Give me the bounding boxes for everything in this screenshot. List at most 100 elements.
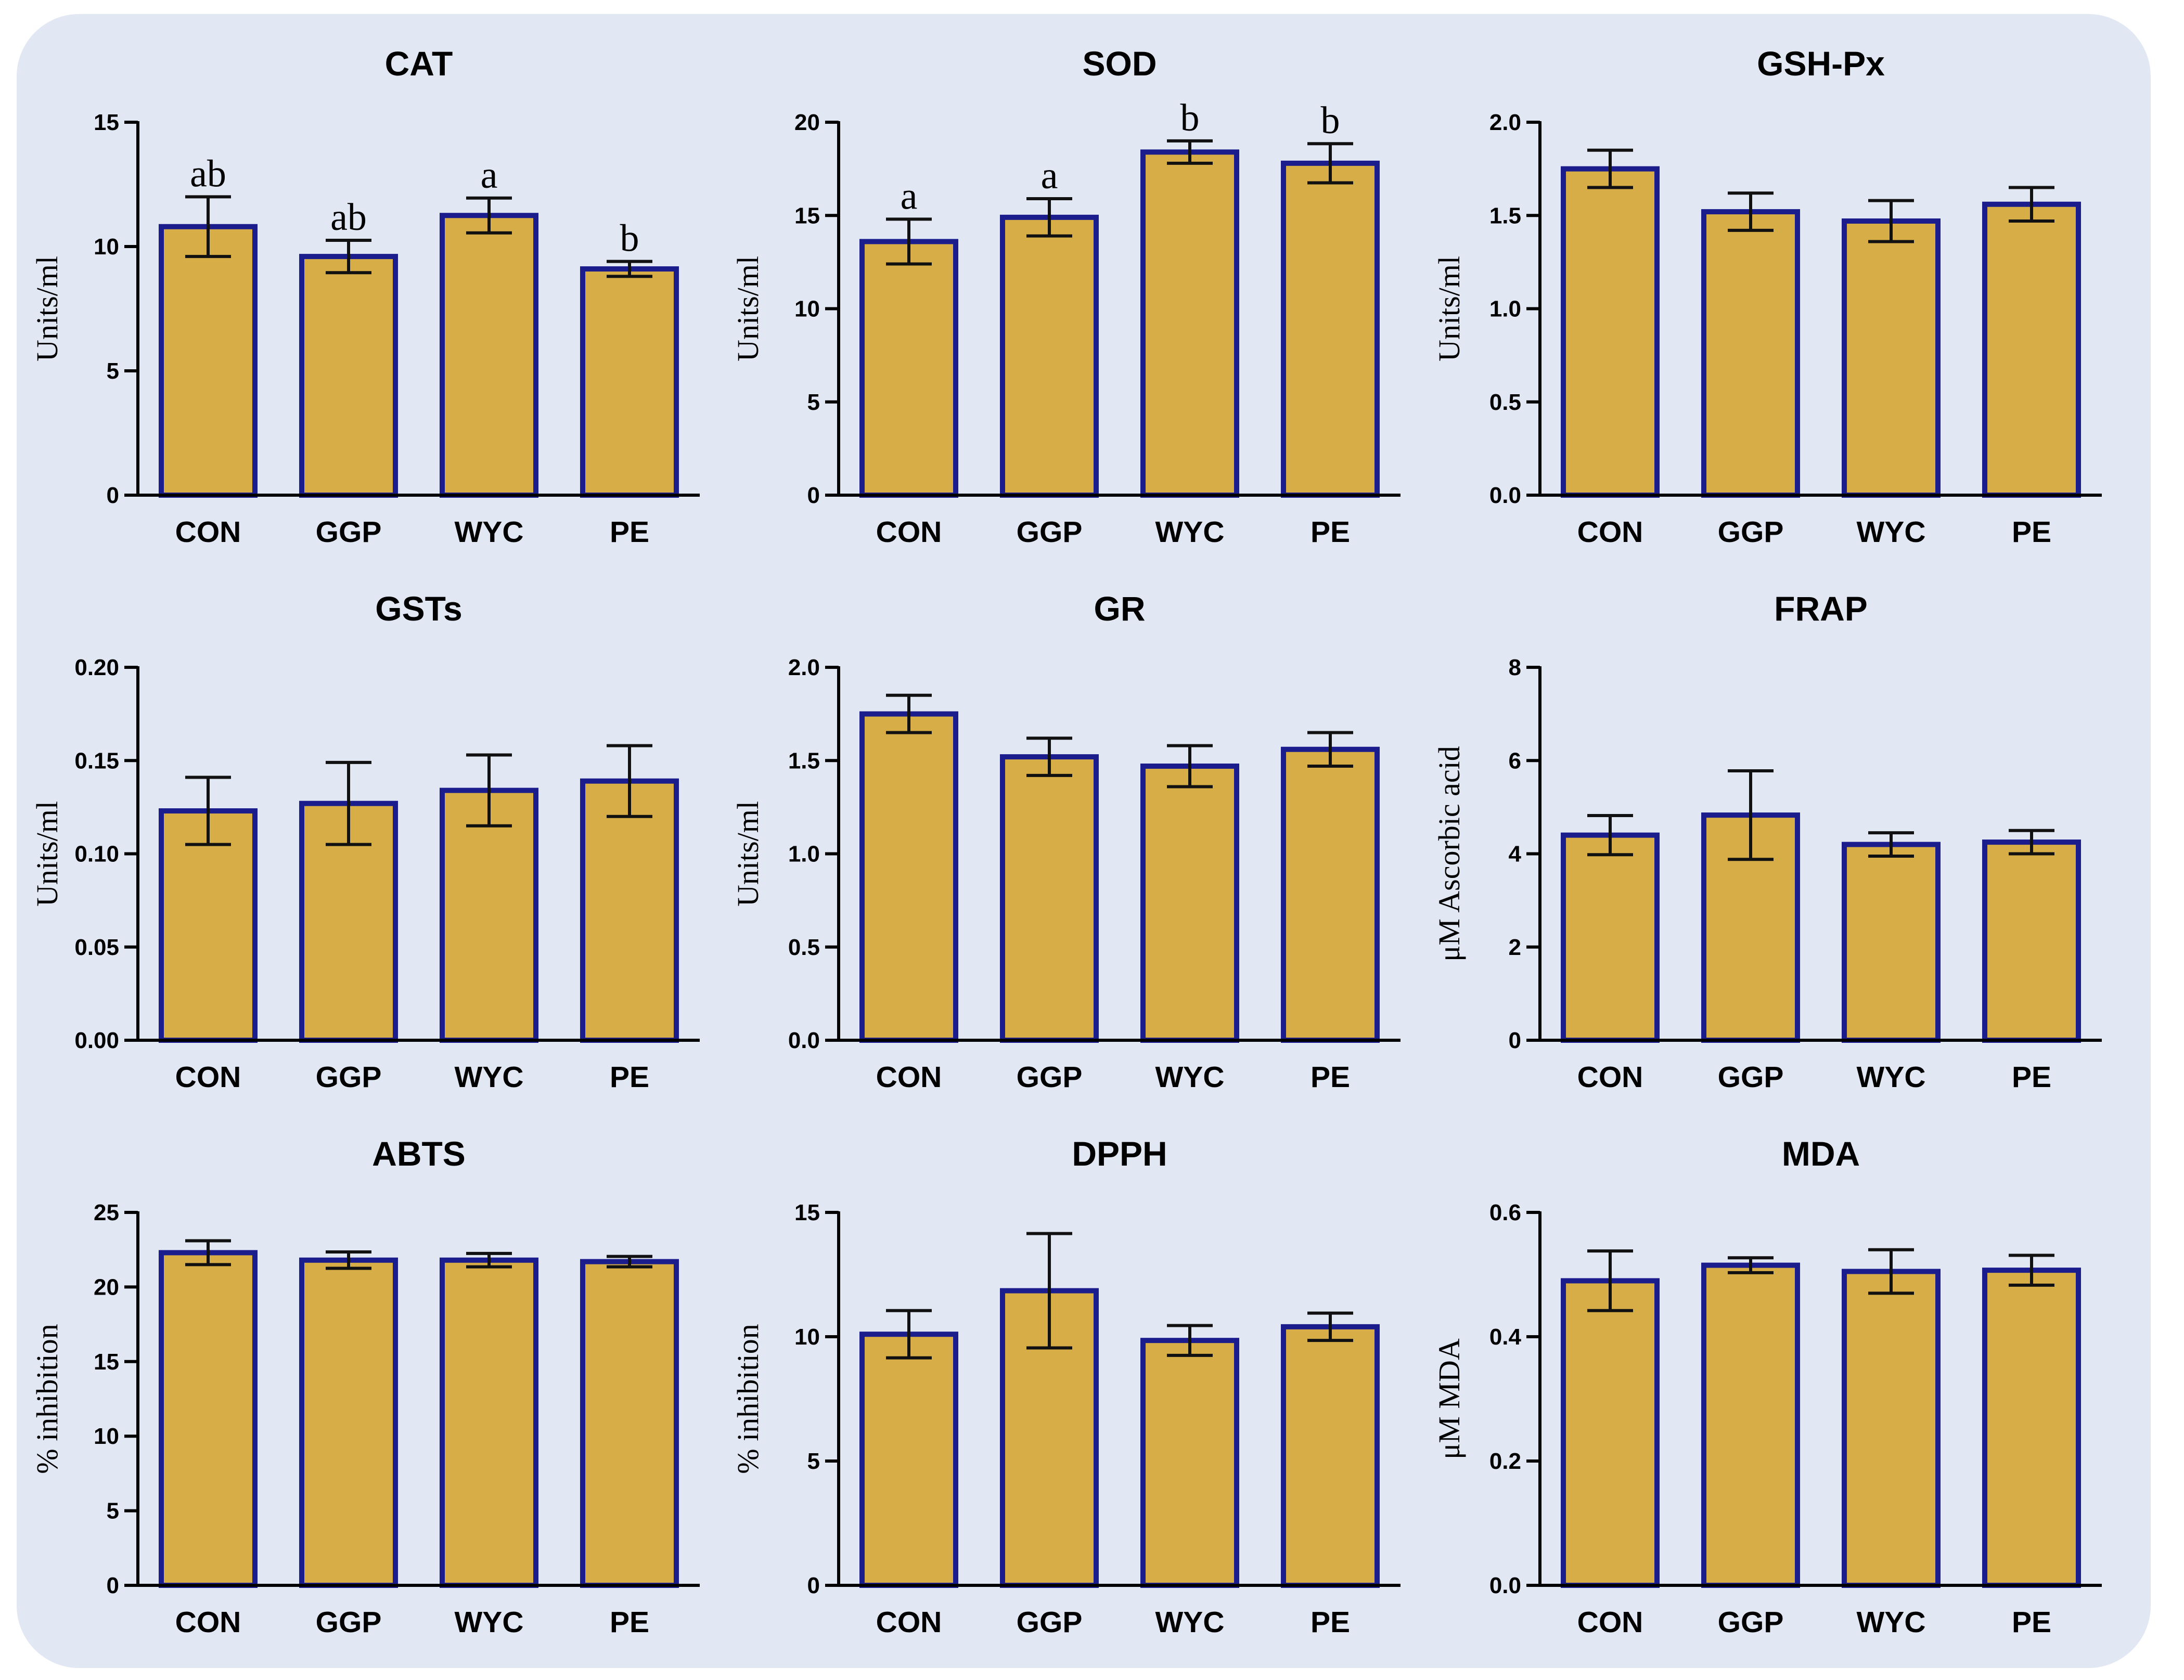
x-tick-label: WYC [1857, 1606, 1926, 1639]
bar [580, 266, 679, 498]
y-tick-label: 5 [107, 1498, 119, 1524]
x-tick-label: PE [1311, 515, 1350, 549]
x-tick-label: PE [610, 1606, 649, 1639]
bar [159, 808, 258, 1043]
bar [159, 224, 258, 498]
y-tick-label: 20 [794, 110, 820, 135]
y-tick-label: 15 [94, 1349, 119, 1375]
y-tick-label: 0.10 [74, 842, 119, 867]
bar [1842, 842, 1941, 1043]
chart-panel-gsh-px: GSH-Px Units/ml 0.0 0.5 1.0 1.5 2.0 CON GGP WYC PE [1432, 44, 2102, 549]
bar [1842, 1269, 1941, 1588]
y-tick-label: 0.05 [74, 935, 119, 960]
y-axis-label: Units/ml [731, 256, 765, 361]
bar [1561, 166, 1660, 498]
x-tick-label: GGP [1017, 1061, 1083, 1094]
y-axis-label: Units/ml [30, 801, 64, 907]
y-tick-label: 1.5 [788, 748, 820, 773]
x-tick-label: CON [175, 1606, 241, 1639]
x-tick-label: WYC [1857, 515, 1926, 549]
significance-label: a [901, 175, 918, 217]
y-tick-label: 1.5 [1489, 203, 1521, 228]
x-tick-label: GGP [1718, 1606, 1784, 1639]
significance-label: ab [190, 152, 226, 195]
y-tick-label: 0.0 [1489, 483, 1521, 508]
y-axis-label: Units/ml [731, 801, 765, 907]
y-tick-label: 0 [807, 1573, 820, 1598]
bar [299, 1257, 398, 1588]
x-tick-label: CON [1577, 515, 1643, 549]
significance-label: ab [330, 196, 367, 239]
bar [1701, 1262, 1800, 1588]
significance-label: b [620, 217, 639, 260]
bar [299, 254, 398, 498]
y-tick-label: 15 [794, 203, 820, 228]
y-tick-label: 2 [1509, 935, 1521, 960]
y-tick-label: 0.0 [788, 1028, 820, 1053]
chart-panel-cat: CAT Units/ml 0 5 10 15 ab CON ab GGP a WYC b PE [30, 44, 700, 549]
x-tick-label: PE [2012, 515, 2051, 549]
significance-label: a [481, 154, 498, 197]
chart-panel-sod: SOD Units/ml 0 5 10 15 20 a CON a GGP b WYC b PE [731, 44, 1401, 549]
chart-title: FRAP [1774, 589, 1868, 628]
y-tick-label: 10 [794, 296, 820, 322]
chart-panel-gr: GR Units/ml 0.0 0.5 1.0 1.5 2.0 CON GGP WYC PE [731, 589, 1401, 1094]
bar [1982, 201, 2081, 498]
y-tick-label: 0 [107, 483, 119, 508]
bar [1000, 754, 1099, 1043]
y-tick-label: 15 [94, 110, 119, 135]
y-tick-label: 0.15 [74, 748, 119, 773]
y-tick-label: 0.5 [1489, 390, 1521, 415]
chart-panel-abts: ABTS % inhibition 0 5 10 15 20 25 CON GGP WYC PE [30, 1134, 700, 1639]
y-tick-label: 5 [807, 390, 820, 415]
chart-title: GSH-Px [1757, 44, 1885, 83]
x-tick-label: WYC [455, 515, 524, 549]
y-tick-label: 25 [94, 1200, 119, 1225]
x-tick-label: CON [876, 515, 942, 549]
bar [859, 711, 958, 1043]
x-tick-label: GGP [1718, 515, 1784, 549]
bar [440, 1257, 538, 1588]
y-tick-label: 10 [794, 1324, 820, 1350]
y-tick-label: 10 [94, 234, 119, 260]
chart-panel-frap: FRAP μM Ascorbic acid 0 2 4 6 8 CON GGP WYC PE [1432, 589, 2102, 1094]
x-tick-label: GGP [1718, 1061, 1784, 1094]
x-tick-label: WYC [1155, 1606, 1225, 1639]
x-tick-label: CON [876, 1606, 942, 1639]
y-axis-label: μM MDA [1432, 1338, 1466, 1459]
bar [159, 1250, 258, 1588]
y-tick-label: 0.0 [1489, 1573, 1521, 1598]
y-tick-label: 0.6 [1489, 1200, 1521, 1225]
y-axis-label: Units/ml [30, 256, 64, 361]
y-tick-label: 0 [107, 1573, 119, 1598]
y-tick-label: 5 [107, 358, 119, 384]
chart-title: ABTS [372, 1134, 466, 1173]
y-tick-label: 0.20 [74, 655, 119, 680]
bar [1281, 160, 1380, 498]
bar [1140, 1338, 1239, 1588]
y-tick-label: 0.4 [1489, 1324, 1522, 1350]
bar [1982, 1268, 2081, 1588]
y-tick-label: 2.0 [1489, 110, 1521, 135]
x-tick-label: PE [610, 1061, 649, 1094]
chart-title: GR [1094, 589, 1146, 628]
x-tick-label: CON [175, 515, 241, 549]
chart-title: DPPH [1072, 1134, 1167, 1173]
y-axis-label: % inhibition [731, 1324, 765, 1474]
x-tick-label: CON [1577, 1061, 1643, 1094]
chart-panel-gsts: GSTs Units/ml 0.00 0.05 0.10 0.15 0.20 CON GGP WY… [30, 589, 700, 1094]
significance-label: b [1321, 99, 1340, 142]
y-tick-label: 0.2 [1489, 1449, 1521, 1474]
bar [1140, 764, 1239, 1043]
x-tick-label: PE [610, 515, 649, 549]
x-tick-label: GGP [316, 1606, 382, 1639]
y-tick-label: 0.5 [788, 935, 820, 960]
chart-title: SOD [1082, 44, 1157, 83]
x-tick-label: WYC [455, 1061, 524, 1094]
significance-label: b [1180, 97, 1200, 139]
x-tick-label: GGP [316, 1061, 382, 1094]
x-tick-label: WYC [1155, 1061, 1225, 1094]
chart-title: MDA [1782, 1134, 1860, 1173]
y-tick-label: 0 [807, 483, 820, 508]
bar [580, 1259, 679, 1588]
